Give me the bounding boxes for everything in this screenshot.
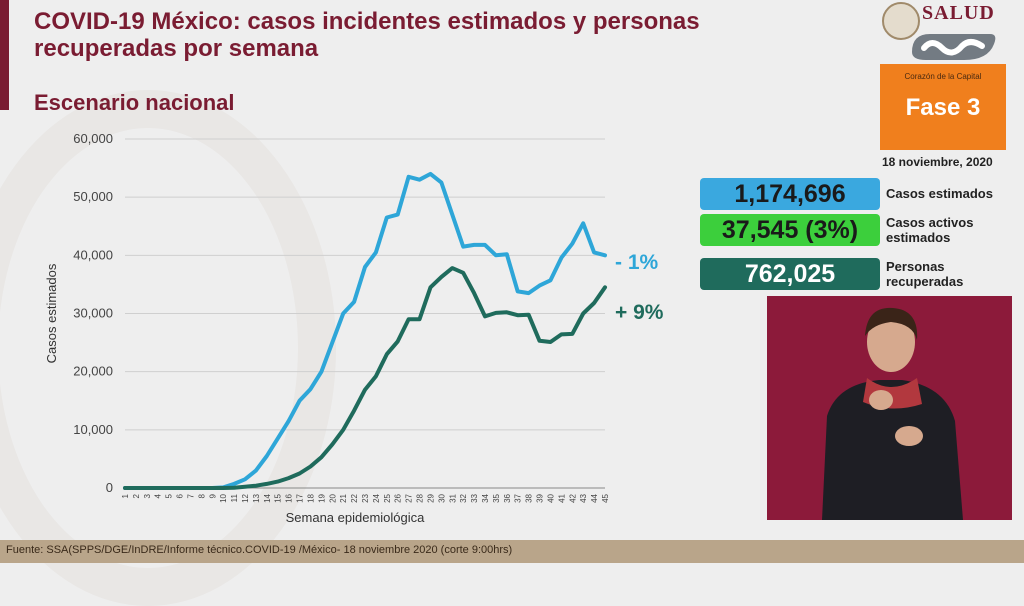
x-tick-label: 8 — [197, 493, 206, 498]
x-tick-label: 44 — [590, 493, 599, 502]
x-tick-label: 36 — [503, 493, 512, 502]
x-tick-label: 28 — [416, 493, 425, 502]
source-citation: Fuente: SSA(SPPS/DGE/InDRE/Informe técni… — [6, 544, 513, 556]
x-tick-label: 10 — [219, 493, 228, 502]
x-tick-label: 6 — [176, 493, 185, 498]
x-tick-label: 34 — [481, 493, 490, 502]
x-tick-label: 25 — [383, 493, 392, 502]
x-tick-label: 26 — [394, 493, 403, 502]
x-tick-label: 42 — [568, 493, 577, 502]
x-tick-label: 22 — [350, 493, 359, 502]
annotation-recovered-change: + 9% — [615, 301, 664, 324]
x-tick-label: 9 — [208, 493, 217, 498]
x-tick-label: 24 — [372, 493, 381, 502]
y-axis-title: Casos estimados — [44, 263, 59, 363]
y-tick-label: 20,000 — [73, 364, 113, 379]
recovered-label: Personas recuperadas — [886, 259, 964, 289]
x-tick-label: 30 — [437, 493, 446, 502]
x-tick-label: 16 — [285, 493, 294, 502]
x-tick-label: 14 — [263, 493, 272, 502]
sign-language-interpreter-video — [767, 296, 1012, 520]
x-tick-label: 32 — [459, 493, 468, 502]
x-tick-label: 3 — [143, 493, 152, 498]
x-tick-label: 20 — [328, 493, 337, 502]
x-tick-label: 37 — [514, 493, 523, 502]
x-tick-label: 4 — [154, 493, 163, 498]
phase-label: Fase 3 — [905, 94, 981, 121]
x-tick-label: 35 — [492, 493, 501, 502]
x-tick-label: 38 — [525, 493, 534, 502]
x-tick-label: 45 — [601, 493, 610, 502]
annotation-estimated-change: - 1% — [615, 251, 659, 274]
x-tick-label: 19 — [317, 493, 326, 502]
x-tick-label: 27 — [405, 493, 414, 502]
series-line-estimated-cases — [123, 171, 607, 490]
x-tick-label: 7 — [186, 493, 195, 498]
y-tick-label: 60,000 — [73, 131, 113, 146]
report-date: 18 noviembre, 2020 — [882, 155, 993, 169]
x-tick-label: 18 — [306, 493, 315, 502]
interpreter-figure-icon — [822, 307, 963, 520]
active-cases-label: Casos activos estimados — [886, 215, 974, 245]
page-title: COVID-19 México: casos incidentes estima… — [34, 8, 700, 62]
x-tick-label: 33 — [470, 493, 479, 502]
series-line-recovered — [123, 266, 607, 490]
active-cases-value: 37,545 (3%) — [700, 214, 880, 246]
salud-logo: SALUD — [922, 2, 995, 24]
x-axis-title: Semana epidemiológica — [286, 510, 426, 525]
x-tick-label: 23 — [361, 493, 370, 502]
x-tick-label: 1 — [121, 493, 130, 498]
y-tick-label: 0 — [106, 480, 113, 495]
government-seal-icon — [882, 2, 920, 40]
recovered-value: 762,025 — [700, 258, 880, 290]
y-tick-label: 10,000 — [73, 422, 113, 437]
x-tick-label: 41 — [557, 493, 566, 502]
y-tick-label: 40,000 — [73, 247, 113, 262]
x-tick-label: 5 — [165, 493, 174, 498]
x-tick-label: 2 — [132, 493, 141, 498]
scenario-subtitle: Escenario nacional — [34, 90, 235, 115]
x-tick-label: 13 — [252, 493, 261, 502]
y-tick-label: 30,000 — [73, 306, 113, 321]
x-tick-label: 40 — [546, 493, 555, 502]
x-tick-label: 21 — [339, 493, 348, 502]
x-tick-label: 12 — [241, 493, 250, 502]
left-accent-bar — [0, 0, 9, 110]
estimated-cases-value: 1,174,696 — [700, 178, 880, 210]
x-tick-label: 31 — [448, 493, 457, 502]
footer-bar: Fuente: SSA(SPPS/DGE/InDRE/Informe técni… — [0, 540, 1024, 563]
x-tick-label: 15 — [274, 493, 283, 502]
x-tick-label: 17 — [296, 493, 305, 502]
y-tick-label: 50,000 — [73, 189, 113, 204]
x-tick-label: 43 — [579, 493, 588, 502]
x-tick-label: 11 — [230, 493, 239, 502]
phase-badge: Corazón de la Capital Fase 3 — [880, 64, 1006, 150]
broadcaster-logo-icon — [912, 34, 996, 60]
x-tick-label: 29 — [426, 493, 435, 502]
estimated-cases-label: Casos estimados — [886, 186, 993, 201]
phase-tagline: Corazón de la Capital — [904, 72, 982, 81]
x-tick-label: 39 — [536, 493, 545, 502]
